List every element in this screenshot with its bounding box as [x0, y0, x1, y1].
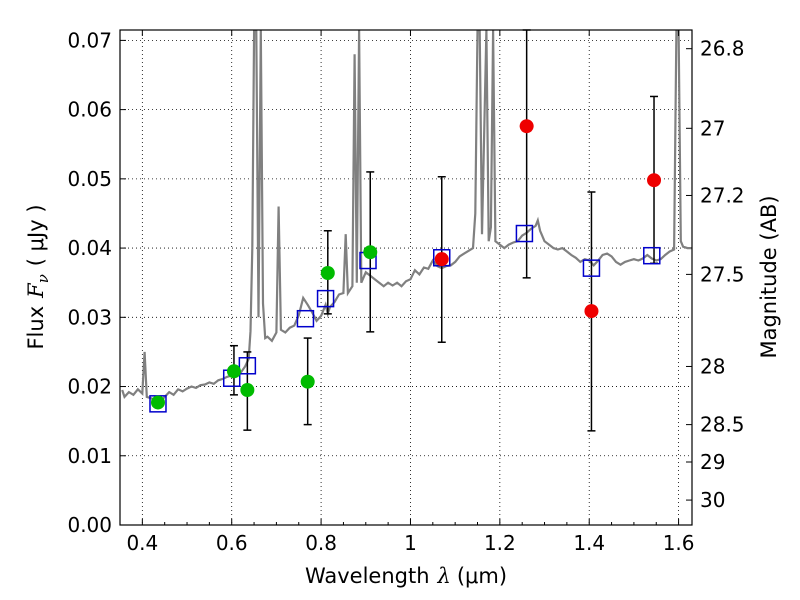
- y-tick-label: 0.06: [67, 98, 112, 122]
- x-tick-label: 1.2: [484, 531, 516, 555]
- y-tick-label: 0.05: [67, 167, 112, 191]
- red-data-point: [434, 252, 449, 267]
- model-square-point: [515, 224, 534, 243]
- red-data-point: [647, 173, 662, 188]
- y2-axis-label: Magnitude (AB): [757, 195, 781, 358]
- y2-tick-label: 28: [700, 354, 725, 378]
- x-tick-label: 1.4: [573, 531, 605, 555]
- x-tick-label: 0.8: [305, 531, 337, 555]
- y-axis-label: FluxFν( μJy ): [24, 204, 52, 349]
- green-data-point: [300, 374, 315, 389]
- y-tick-label: 0.02: [67, 375, 112, 399]
- green-data-point: [240, 383, 255, 397]
- x-tick-label: 1.6: [663, 531, 695, 555]
- plot-frame: [119, 29, 693, 526]
- x-tick-label: 1: [404, 531, 417, 555]
- y2-tick-label: 26.8: [700, 37, 745, 61]
- model-square-point: [643, 246, 661, 265]
- green-data-point: [363, 245, 378, 260]
- y-tick-label: 0.01: [67, 444, 112, 468]
- y-tick-label: 0.04: [67, 236, 112, 260]
- green-data-point: [150, 395, 165, 410]
- grid-lines: [120, 30, 692, 526]
- y-tick-label: 0.03: [67, 305, 112, 329]
- y-tick-label: 0.00: [67, 513, 112, 537]
- red-data-point: [584, 304, 599, 319]
- y2-tick-label: 29: [700, 450, 725, 474]
- model-square-point: [238, 357, 257, 375]
- y2-tick-label: 30: [700, 488, 725, 512]
- model-square-point: [316, 289, 335, 308]
- green-data-point: [320, 266, 335, 280]
- y2-tick-label: 27: [700, 116, 725, 140]
- model-square-point: [582, 259, 601, 277]
- spectrum-line: [121, 30, 692, 404]
- axis-ticks: 0.4 0.6 0.8 1 1.2 1.4 1.6 0.00 0.01 0.02 0.03 0.04 0…: [67, 28, 744, 555]
- green-data-point: [226, 364, 241, 379]
- x-axis-label: Wavelength λ (μm): [305, 564, 507, 588]
- x-tick-label: 0.6: [216, 531, 248, 555]
- x-tick-label: 0.4: [126, 531, 158, 555]
- y2-tick-label: 28.5: [700, 413, 745, 437]
- series-layer: [121, 29, 692, 432]
- y2-tick-label: 27.2: [700, 183, 745, 207]
- y-tick-label: 0.07: [67, 28, 112, 52]
- red-data-point: [519, 119, 534, 134]
- y2-tick-label: 27.5: [700, 262, 745, 286]
- model-square-point: [296, 309, 315, 328]
